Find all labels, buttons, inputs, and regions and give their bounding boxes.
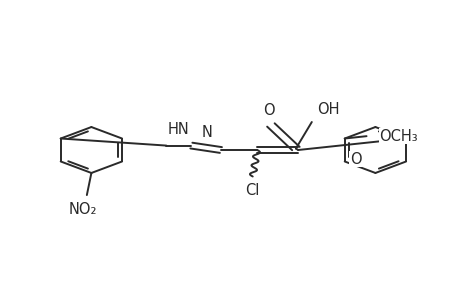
Text: O: O: [349, 152, 361, 166]
Text: O: O: [262, 103, 274, 118]
Text: N: N: [202, 124, 213, 140]
Text: OH: OH: [317, 102, 339, 117]
Text: OCH₃: OCH₃: [378, 129, 417, 144]
Text: NO₂: NO₂: [69, 202, 97, 217]
Text: Cl: Cl: [245, 183, 259, 198]
Text: HN: HN: [168, 122, 189, 137]
